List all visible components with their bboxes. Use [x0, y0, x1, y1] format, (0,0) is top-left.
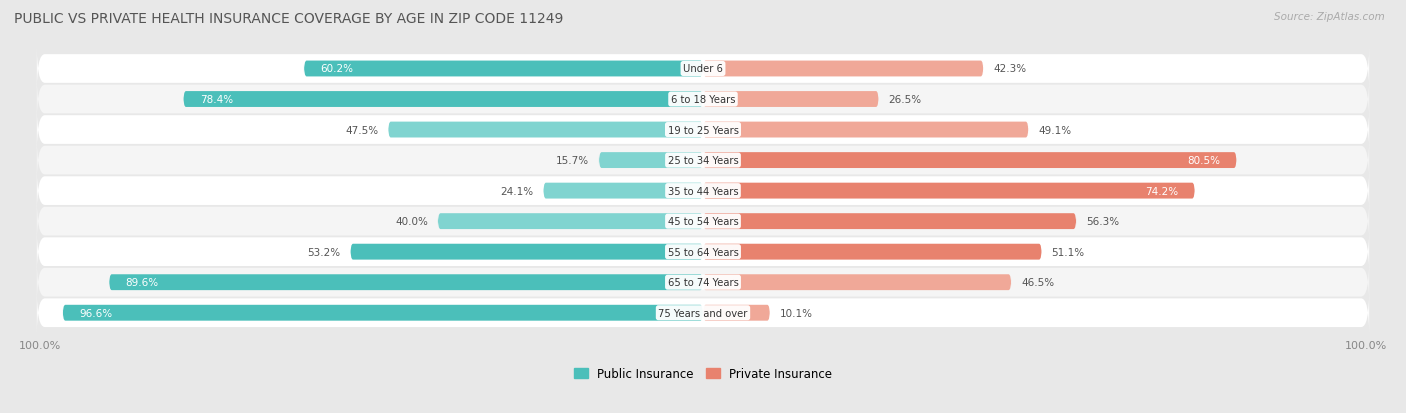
FancyBboxPatch shape [37, 291, 1369, 335]
Text: 89.6%: 89.6% [125, 278, 159, 287]
FancyBboxPatch shape [703, 275, 1011, 290]
FancyBboxPatch shape [183, 92, 703, 108]
Text: 75 Years and over: 75 Years and over [658, 308, 748, 318]
Legend: Public Insurance, Private Insurance: Public Insurance, Private Insurance [574, 367, 832, 380]
FancyBboxPatch shape [37, 260, 1369, 305]
Text: 42.3%: 42.3% [993, 64, 1026, 74]
FancyBboxPatch shape [703, 305, 770, 321]
Text: 10.1%: 10.1% [780, 308, 813, 318]
Text: 35 to 44 Years: 35 to 44 Years [668, 186, 738, 196]
Text: 6 to 18 Years: 6 to 18 Years [671, 95, 735, 105]
FancyBboxPatch shape [37, 78, 1369, 122]
Text: 74.2%: 74.2% [1144, 186, 1178, 196]
FancyBboxPatch shape [703, 92, 879, 108]
Text: 46.5%: 46.5% [1021, 278, 1054, 287]
FancyBboxPatch shape [110, 275, 703, 290]
Text: 65 to 74 Years: 65 to 74 Years [668, 278, 738, 287]
Text: 55 to 64 Years: 55 to 64 Years [668, 247, 738, 257]
Text: 40.0%: 40.0% [395, 216, 427, 227]
FancyBboxPatch shape [37, 169, 1369, 214]
Text: 80.5%: 80.5% [1187, 156, 1220, 166]
FancyBboxPatch shape [350, 244, 703, 260]
Text: 45 to 54 Years: 45 to 54 Years [668, 216, 738, 227]
Text: 53.2%: 53.2% [308, 247, 340, 257]
Text: 51.1%: 51.1% [1052, 247, 1085, 257]
Text: PUBLIC VS PRIVATE HEALTH INSURANCE COVERAGE BY AGE IN ZIP CODE 11249: PUBLIC VS PRIVATE HEALTH INSURANCE COVER… [14, 12, 564, 26]
Text: 96.6%: 96.6% [79, 308, 112, 318]
FancyBboxPatch shape [599, 153, 703, 169]
Text: Source: ZipAtlas.com: Source: ZipAtlas.com [1274, 12, 1385, 22]
FancyBboxPatch shape [37, 230, 1369, 274]
Text: 78.4%: 78.4% [200, 95, 233, 105]
FancyBboxPatch shape [703, 153, 1237, 169]
FancyBboxPatch shape [703, 122, 1028, 138]
FancyBboxPatch shape [37, 108, 1369, 152]
FancyBboxPatch shape [37, 199, 1369, 244]
FancyBboxPatch shape [437, 214, 703, 230]
FancyBboxPatch shape [703, 183, 1195, 199]
FancyBboxPatch shape [703, 62, 983, 77]
FancyBboxPatch shape [703, 244, 1042, 260]
Text: Under 6: Under 6 [683, 64, 723, 74]
Text: 24.1%: 24.1% [501, 186, 533, 196]
FancyBboxPatch shape [63, 305, 703, 321]
FancyBboxPatch shape [37, 47, 1369, 92]
Text: 47.5%: 47.5% [344, 125, 378, 135]
Text: 56.3%: 56.3% [1085, 216, 1119, 227]
FancyBboxPatch shape [304, 62, 703, 77]
FancyBboxPatch shape [543, 183, 703, 199]
Text: 60.2%: 60.2% [321, 64, 353, 74]
FancyBboxPatch shape [37, 138, 1369, 183]
Text: 19 to 25 Years: 19 to 25 Years [668, 125, 738, 135]
FancyBboxPatch shape [388, 122, 703, 138]
Text: 26.5%: 26.5% [889, 95, 922, 105]
Text: 49.1%: 49.1% [1039, 125, 1071, 135]
Text: 25 to 34 Years: 25 to 34 Years [668, 156, 738, 166]
FancyBboxPatch shape [703, 214, 1076, 230]
Text: 15.7%: 15.7% [555, 156, 589, 166]
